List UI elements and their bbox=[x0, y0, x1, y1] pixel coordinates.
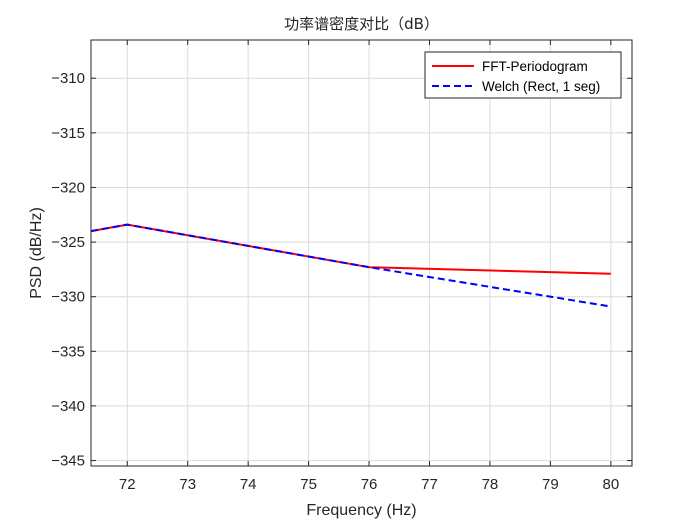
axes-frame bbox=[90, 39, 633, 467]
axis-ticks: 72 73 74 75 76 77 78 79 80 −310 −315 −320 −325 −330 −3… bbox=[51, 40, 632, 493]
series-lines bbox=[90, 223, 612, 308]
chart-title: 功率谱密度对比（dB） bbox=[284, 15, 439, 33]
plot-area bbox=[91, 40, 632, 466]
series-line-welch bbox=[90, 223, 612, 308]
x-tick-label: 75 bbox=[300, 476, 317, 493]
x-tick-label: 78 bbox=[482, 476, 499, 493]
x-tick-label: 77 bbox=[421, 476, 438, 493]
y-tick-label: −330 bbox=[51, 289, 85, 306]
y-tick-label: −345 bbox=[51, 453, 85, 470]
y-tick-label: −325 bbox=[51, 234, 85, 251]
x-tick-label: 74 bbox=[240, 476, 257, 493]
grid bbox=[91, 40, 632, 466]
x-tick-label: 72 bbox=[119, 476, 136, 493]
y-axis-title: PSD (dB/Hz) bbox=[28, 207, 45, 299]
legend-label: Welch (Rect, 1 seg) bbox=[482, 79, 600, 94]
legend: FFT-Periodogram Welch (Rect, 1 seg) bbox=[424, 51, 622, 99]
legend-label: FFT-Periodogram bbox=[482, 59, 588, 74]
x-tick-label: 79 bbox=[542, 476, 559, 493]
y-tick-label: −315 bbox=[51, 125, 85, 142]
y-tick-label: −320 bbox=[51, 179, 85, 196]
legend-box bbox=[424, 51, 622, 99]
y-tick-label: −340 bbox=[51, 398, 85, 415]
y-tick-label: −310 bbox=[51, 70, 85, 87]
x-axis-title: Frequency (Hz) bbox=[306, 502, 416, 519]
x-tick-label: 76 bbox=[361, 476, 378, 493]
y-tick-label: −335 bbox=[51, 343, 85, 360]
x-tick-label: 73 bbox=[179, 476, 196, 493]
x-tick-label: 80 bbox=[602, 476, 619, 493]
